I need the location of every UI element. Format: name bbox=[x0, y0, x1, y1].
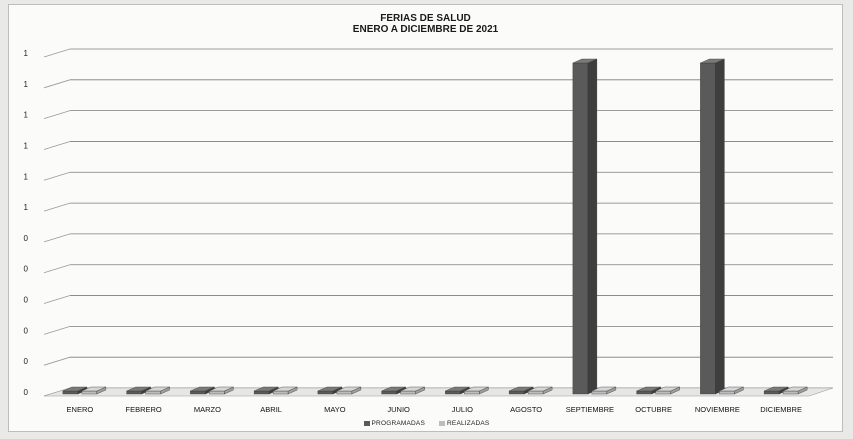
y-tick-label: 1 bbox=[24, 111, 29, 120]
bar-realizadas-top bbox=[336, 386, 361, 392]
chart-title: FERIAS DE SALUD bbox=[380, 13, 471, 24]
bar-programadas bbox=[636, 390, 652, 395]
chart-subtitle: ENERO A DICIEMBRE DE 2021 bbox=[352, 24, 499, 35]
bar-realizadas bbox=[527, 390, 544, 395]
bar-programadas bbox=[445, 390, 461, 395]
gridline-depth bbox=[43, 79, 71, 89]
x-tick-label: ABRIL bbox=[260, 405, 282, 414]
bar-programadas-top bbox=[254, 386, 279, 392]
legend-label: REALIZADAS bbox=[447, 420, 490, 427]
bar-realizadas bbox=[400, 390, 416, 395]
bar-programadas bbox=[62, 390, 79, 395]
bar-realizadas bbox=[591, 390, 608, 395]
bar-realizadas bbox=[655, 390, 671, 395]
x-tick-label: AGOSTO bbox=[510, 405, 542, 414]
y-tick-label: 0 bbox=[24, 357, 29, 366]
bar-realizadas-top bbox=[464, 386, 489, 392]
bar-programadas bbox=[508, 390, 525, 395]
bar-programadas bbox=[700, 62, 716, 395]
chart-floor bbox=[43, 387, 834, 397]
bar-realizadas bbox=[272, 390, 289, 395]
y-tick-label: 0 bbox=[24, 326, 29, 335]
bar-realizadas-top bbox=[145, 386, 170, 392]
bar-programadas bbox=[572, 62, 589, 395]
x-tick-label: NOVIEMBRE bbox=[695, 405, 740, 414]
bar-programadas bbox=[763, 390, 780, 395]
x-tick-label: OCTUBRE bbox=[635, 405, 672, 414]
y-tick-label: 0 bbox=[24, 265, 29, 274]
bar-realizadas-top bbox=[209, 386, 234, 392]
bar-programadas-top bbox=[126, 386, 151, 392]
bar-programadas-top bbox=[381, 386, 406, 392]
bar-programadas bbox=[317, 390, 334, 395]
bar-realizadas-top bbox=[591, 386, 616, 392]
bar-realizadas bbox=[81, 390, 98, 395]
bar-programadas-top bbox=[190, 386, 215, 392]
x-tick-label: SEPTIEMBRE bbox=[566, 405, 614, 414]
bar-programadas bbox=[253, 390, 270, 395]
x-tick-label: DICIEMBRE bbox=[760, 405, 802, 414]
bar-realizadas bbox=[719, 390, 735, 395]
x-tick-label: ENERO bbox=[67, 405, 94, 414]
legend-item: PROGRAMADAS bbox=[363, 420, 426, 427]
bar-programadas-side bbox=[715, 58, 725, 395]
bar-realizadas-top bbox=[655, 386, 680, 392]
bar-programadas-top bbox=[445, 386, 470, 392]
legend-item: REALIZADAS bbox=[439, 420, 489, 427]
bar-programadas-top bbox=[700, 58, 725, 64]
bar-realizadas-top bbox=[400, 386, 425, 392]
x-tick-label: FEBRERO bbox=[125, 405, 161, 414]
chart-legend: PROGRAMADAS REALIZADAS bbox=[0, 420, 853, 427]
bar-realizadas-top bbox=[273, 386, 298, 392]
x-tick-label: JUNIO bbox=[387, 405, 410, 414]
bar-realizadas-top bbox=[719, 386, 744, 392]
gridline-depth bbox=[43, 110, 71, 120]
bar-programadas-top bbox=[636, 386, 661, 392]
x-tick-label: MAYO bbox=[324, 405, 346, 414]
gridline-depth bbox=[43, 171, 71, 181]
gridline-depth bbox=[43, 141, 71, 150]
bar-realizadas bbox=[145, 390, 161, 395]
bar-programadas-top bbox=[572, 58, 597, 64]
bar-realizadas bbox=[209, 390, 225, 395]
bar-realizadas bbox=[782, 390, 799, 395]
bar-realizadas-top bbox=[528, 386, 553, 392]
bar-programadas-side bbox=[587, 58, 598, 395]
bar-programadas bbox=[126, 390, 142, 395]
bar-programadas bbox=[381, 390, 397, 395]
gridline-depth bbox=[43, 233, 71, 243]
gridline-depth bbox=[43, 48, 71, 58]
bar-realizadas bbox=[336, 390, 353, 395]
y-tick-label: 1 bbox=[24, 80, 29, 89]
y-tick-label: 1 bbox=[24, 172, 29, 181]
bar-realizadas bbox=[464, 390, 480, 395]
bar-realizadas-top bbox=[783, 386, 808, 392]
bar-programadas bbox=[190, 390, 206, 395]
bar-programadas-top bbox=[317, 386, 342, 392]
x-tick-label: JULIO bbox=[452, 405, 473, 414]
y-tick-label: 0 bbox=[24, 296, 29, 305]
gridline-depth bbox=[43, 356, 71, 366]
bar-programadas-top bbox=[62, 386, 87, 392]
y-tick-label: 0 bbox=[24, 388, 29, 397]
gridline-depth bbox=[43, 295, 71, 304]
legend-swatch bbox=[363, 421, 370, 426]
bar-programadas-top bbox=[764, 386, 789, 392]
legend-swatch bbox=[439, 421, 446, 426]
x-tick-label: MARZO bbox=[194, 405, 221, 414]
legend-label: PROGRAMADAS bbox=[371, 420, 426, 427]
y-tick-label: 1 bbox=[24, 49, 29, 58]
y-tick-label: 1 bbox=[24, 203, 29, 212]
gridline-depth bbox=[43, 202, 71, 212]
gridline-depth bbox=[43, 325, 71, 335]
y-tick-label: 0 bbox=[24, 234, 29, 243]
bar-programadas-top bbox=[509, 386, 534, 392]
bar-realizadas-top bbox=[81, 386, 106, 392]
chart-title-block: FERIAS DE SALUD ENERO A DICIEMBRE DE 202… bbox=[9, 13, 842, 35]
gridline-depth bbox=[43, 264, 71, 274]
y-tick-label: 1 bbox=[24, 141, 29, 150]
